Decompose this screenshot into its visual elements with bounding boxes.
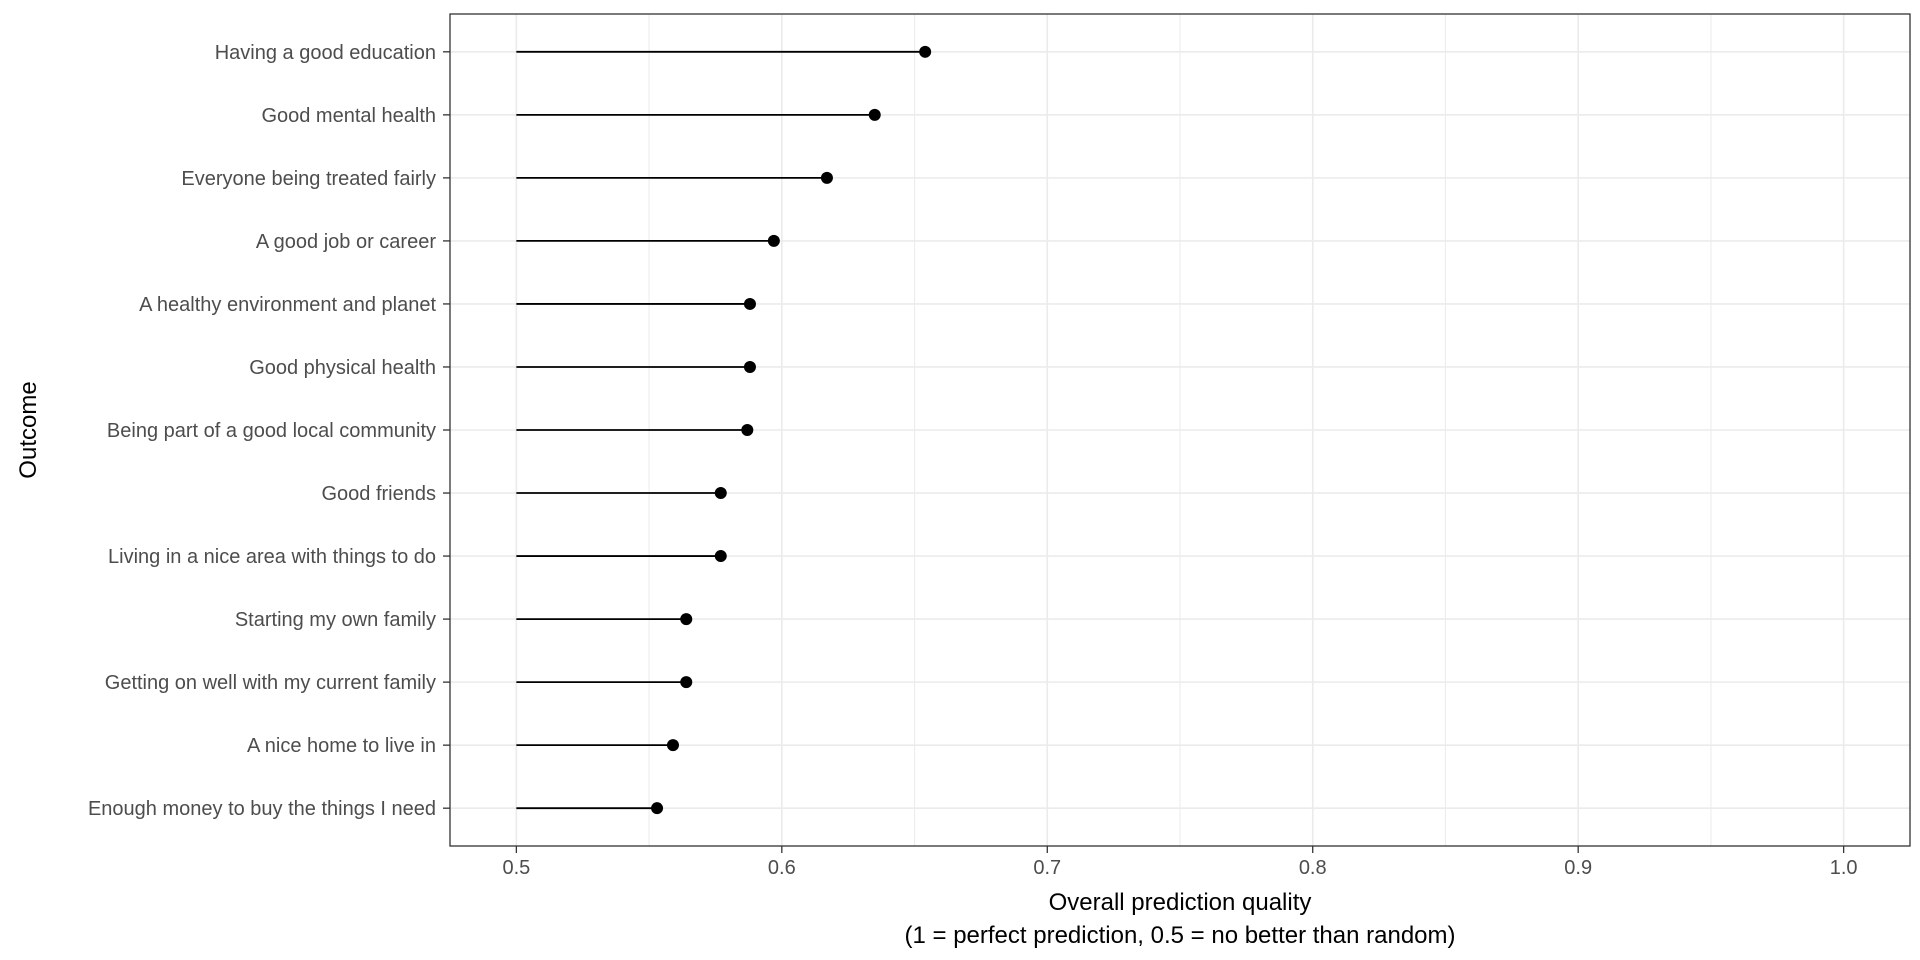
y-tick-label: Starting my own family: [235, 609, 436, 631]
y-tick-label: Getting on well with my current family: [105, 672, 436, 694]
y-tick-label: A nice home to live in: [247, 735, 436, 757]
axes: 0.5 0.6 0.7 0.8 0.9 1.0 Having a good educatio…: [88, 42, 1858, 879]
lollipop-point: [714, 487, 727, 500]
x-tick-label: 0.7: [1033, 857, 1061, 879]
y-tick-label: Being part of a good local community: [107, 420, 436, 442]
lollipop-point: [666, 739, 679, 752]
lollipop-point: [919, 45, 932, 58]
lollipop-point: [741, 424, 754, 436]
y-tick-label: Living in a nice area with things to do: [108, 546, 436, 568]
lollipop-point: [743, 297, 756, 310]
y-tick-label: A healthy environment and planet: [139, 294, 436, 316]
x-tick-label: 0.8: [1299, 857, 1327, 879]
lollipop-point: [743, 360, 756, 373]
lollipop-point: [680, 613, 693, 626]
y-tick-label: Everyone being treated fairly: [181, 168, 436, 190]
lollipop-points: [651, 45, 932, 815]
lollipop-point: [820, 171, 833, 184]
y-tick-label: Good friends: [321, 483, 436, 505]
lollipop-stems: [516, 50, 926, 810]
x-tick-label: 0.9: [1564, 857, 1592, 879]
lollipop-point: [767, 234, 780, 247]
y-tick-label: Good physical health: [249, 357, 436, 379]
x-axis-title: Overall prediction quality: [1049, 889, 1312, 916]
x-tick-label: 0.6: [768, 857, 796, 879]
y-axis-title: Outcome: [15, 381, 42, 478]
x-axis-subtitle: (1 = perfect prediction, 0.5 = no better…: [905, 922, 1456, 949]
x-tick-label: 0.5: [502, 857, 530, 879]
y-tick-label: A good job or career: [256, 231, 436, 253]
lollipop-point: [868, 108, 881, 121]
lollipop-point: [680, 676, 693, 689]
y-tick-label: Having a good education: [215, 42, 436, 64]
y-tick-label: Good mental health: [261, 105, 436, 127]
lollipop-point: [651, 802, 664, 815]
lollipop-point: [714, 550, 727, 563]
y-tick-label: Enough money to buy the things I need: [88, 798, 436, 820]
x-tick-label: 1.0: [1830, 857, 1858, 879]
